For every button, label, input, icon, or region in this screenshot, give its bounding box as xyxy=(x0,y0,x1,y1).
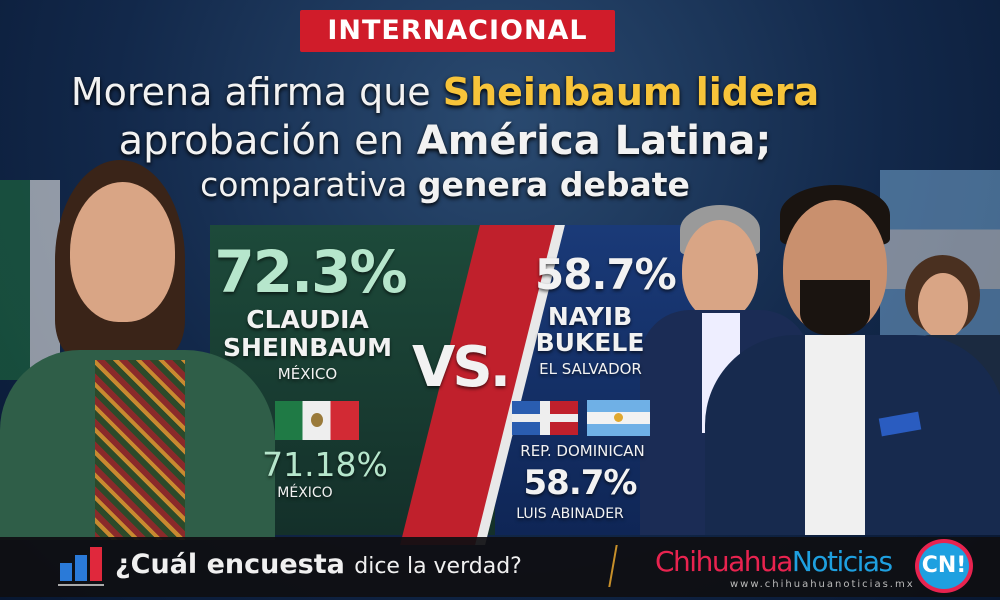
brand-part-2: Noticias xyxy=(791,545,893,578)
headline-line-2: aprobación en América Latina; xyxy=(0,118,890,164)
brand-logo[interactable]: CN! xyxy=(915,539,973,593)
sheinbaum-country: MÉXICO xyxy=(277,365,338,383)
footer-divider xyxy=(608,545,618,587)
headline-text: aprobación en xyxy=(118,118,417,164)
brand-part-1: Chihuahua xyxy=(655,545,793,578)
brand-url[interactable]: www.chihuahuanoticias.mx xyxy=(730,579,915,590)
bukele-approval: 58.7% xyxy=(535,250,677,299)
question-text: dice la verdad? xyxy=(354,554,522,579)
dominican-republic-label: REP. DOMINICAN xyxy=(520,442,645,460)
dominican-republic-flag xyxy=(512,401,578,435)
abinader-name: LUIS ABINADER xyxy=(516,506,624,522)
mexico-flag xyxy=(275,401,359,440)
argentina-flag xyxy=(587,400,650,436)
sheinbaum-first-name: CLAUDIA xyxy=(246,305,369,334)
headline-highlight: Sheinbaum lidera xyxy=(442,70,820,114)
bar-chart-icon xyxy=(58,547,106,587)
sheinbaum-approval: 72.3% xyxy=(214,238,407,306)
footer-question: ¿Cuál encuesta dice la verdad? xyxy=(115,549,522,580)
bukele-first-name: NAYIB xyxy=(547,302,633,331)
headline-line-1: Morena afirma que Sheinbaum lidera xyxy=(0,70,890,114)
footer-bar: ¿Cuál encuesta dice la verdad? Chihuahua… xyxy=(0,537,1000,597)
headline-bold: genera debate xyxy=(417,165,690,204)
bukele-photo xyxy=(705,185,1000,535)
question-bold: ¿Cuál encuesta xyxy=(115,549,355,580)
brand-name[interactable]: ChihuahuaNoticias xyxy=(655,545,893,578)
mexico-second-approval: 71.18% xyxy=(262,445,388,484)
bukele-country: EL SALVADOR xyxy=(539,360,642,378)
versus-label: VS. xyxy=(412,335,511,400)
mexico-second-country: MÉXICO xyxy=(277,485,333,501)
bukele-last-name: BUKELE xyxy=(535,328,645,357)
headline-bold: América Latina; xyxy=(416,118,772,164)
headline-text: comparativa xyxy=(200,165,418,204)
sheinbaum-last-name: SHEINBAUM xyxy=(222,333,393,362)
abinader-approval: 58.7% xyxy=(523,463,638,503)
mexico-flag-background xyxy=(0,180,60,380)
headline-line-3: comparativa genera debate xyxy=(0,165,890,204)
section-badge: INTERNACIONAL xyxy=(300,10,615,52)
sheinbaum-photo xyxy=(0,160,280,540)
headline-text: Morena afirma que xyxy=(70,70,443,114)
